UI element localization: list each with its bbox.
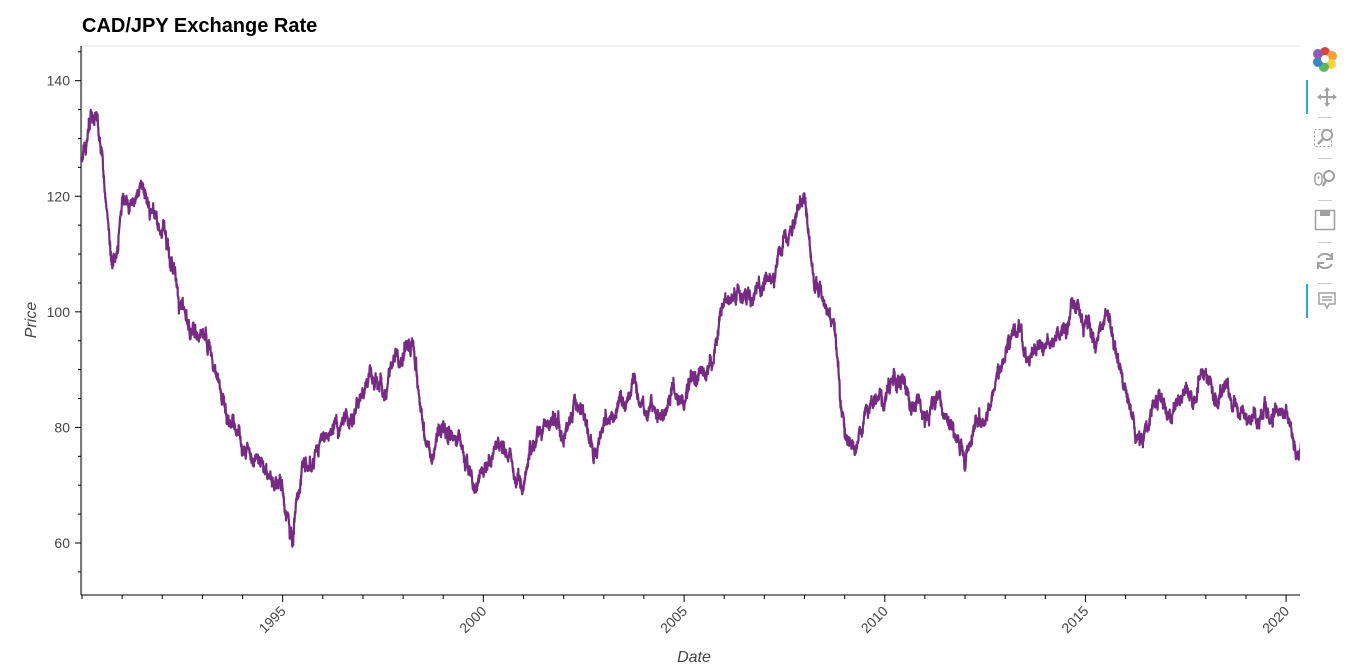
chart-toolbar: [1306, 40, 1346, 340]
y-tick-label: 60: [54, 535, 70, 551]
pan-icon[interactable]: [1306, 80, 1346, 114]
x-tick-label: 2015: [1058, 603, 1091, 636]
x-tick-label: 2010: [858, 603, 891, 636]
chart-title: CAD/JPY Exchange Rate: [82, 15, 318, 37]
y-axis-label: Price: [23, 302, 40, 339]
x-tick-label: 1995: [255, 603, 288, 636]
wheel-zoom-icon[interactable]: [1306, 161, 1344, 195]
hover-icon[interactable]: [1306, 284, 1346, 318]
series-layer: [80, 108, 1300, 548]
series-line-0: [80, 108, 1300, 548]
x-tick-label: 2020: [1259, 603, 1292, 636]
plot-frame: [81, 45, 1300, 596]
box-zoom-icon[interactable]: [1306, 121, 1344, 155]
save-icon[interactable]: [1306, 203, 1344, 237]
reset-icon[interactable]: [1306, 244, 1344, 278]
x-tick-label: 2005: [657, 603, 690, 636]
x-tick-group: 1995 2000 2005 2010 2015 2020: [81, 595, 1292, 636]
y-tick-label: 140: [47, 73, 71, 89]
x-axis-label: Date: [677, 649, 711, 666]
y-tick-label: 120: [47, 188, 71, 204]
line-chart[interactable]: 60 80 100 120 140 1995 2000 2005 2010 2015 2020 P…: [0, 0, 1300, 672]
y-tick-group: 60 80 100 120 140: [47, 51, 81, 573]
y-tick-label: 100: [47, 304, 71, 320]
x-tick-label: 2000: [456, 603, 489, 636]
bokeh-logo-icon[interactable]: [1306, 42, 1344, 76]
y-tick-label: 80: [54, 419, 70, 435]
